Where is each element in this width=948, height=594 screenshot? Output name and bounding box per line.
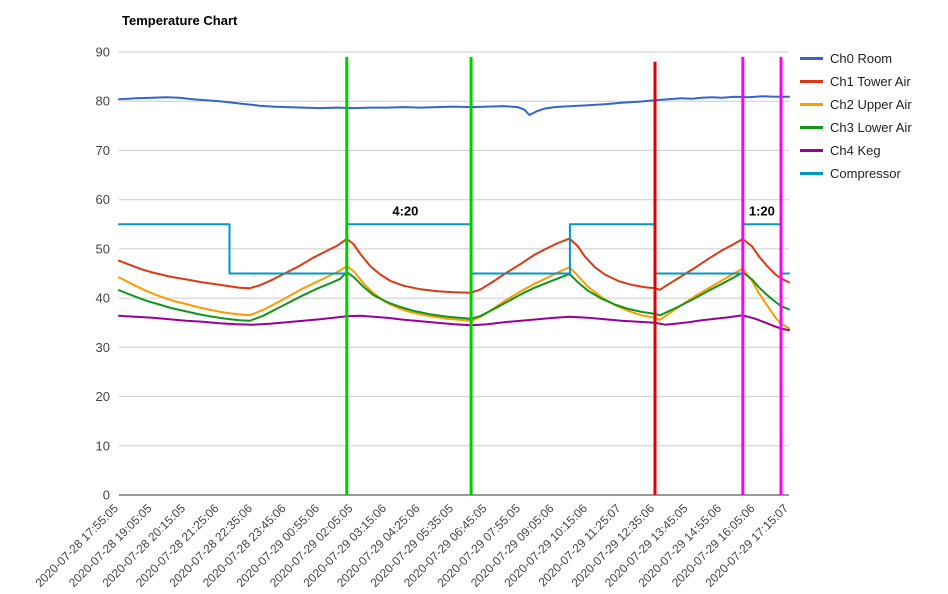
- y-axis-tick-label: 50: [96, 241, 110, 256]
- legend-label: Ch0 Room: [830, 50, 893, 66]
- legend-item-ch0-room: Ch0 Room: [800, 50, 912, 66]
- series-line-ch0-room[interactable]: [118, 95, 790, 116]
- y-axis-tick-label: 0: [103, 488, 110, 503]
- duration-annotation: 1:20: [749, 203, 775, 218]
- y-axis-tick-label: 40: [96, 291, 110, 306]
- legend-label: Compressor: [830, 165, 901, 181]
- legend-item-ch2-upper-air: Ch2 Upper Air: [800, 96, 912, 112]
- y-axis-tick-label: 70: [96, 143, 110, 158]
- legend-line-swatch: [800, 102, 823, 106]
- y-axis-tick-label: 90: [96, 45, 110, 60]
- duration-annotation: 4:20: [392, 203, 418, 218]
- y-axis-tick-label: 30: [96, 340, 110, 355]
- chart-legend: Ch0 Room Ch1 Tower Air Ch2 Upper Air Ch3…: [800, 51, 912, 189]
- legend-item-ch1-tower-air: Ch1 Tower Air: [800, 73, 912, 89]
- legend-label: Ch1 Tower Air: [830, 73, 911, 89]
- legend-line-swatch: [800, 125, 823, 129]
- legend-line-swatch: [800, 56, 823, 60]
- series-line-ch3-lower-air[interactable]: [118, 271, 790, 322]
- legend-item-compressor: Compressor: [800, 165, 912, 181]
- y-axis-tick-label: 60: [96, 192, 110, 207]
- legend-line-swatch: [800, 171, 823, 175]
- y-axis-tick-label: 20: [96, 389, 110, 404]
- legend-line-swatch: [800, 148, 823, 152]
- series-line-compressor[interactable]: [118, 223, 790, 275]
- legend-item-ch4-keg: Ch4 Keg: [800, 142, 912, 158]
- chart-title: Temperature Chart: [122, 13, 238, 28]
- legend-line-swatch: [800, 79, 823, 83]
- legend-label: Ch2 Upper Air: [830, 96, 912, 112]
- legend-label: Ch4 Keg: [830, 142, 881, 158]
- y-axis-tick-label: 10: [96, 438, 110, 453]
- series-line-ch1-tower-air[interactable]: [118, 237, 790, 294]
- y-axis-tick-label: 80: [96, 94, 110, 109]
- series-line-ch4-keg[interactable]: [118, 314, 790, 332]
- legend-label: Ch3 Lower Air: [830, 119, 912, 135]
- legend-item-ch3-lower-air: Ch3 Lower Air: [800, 119, 912, 135]
